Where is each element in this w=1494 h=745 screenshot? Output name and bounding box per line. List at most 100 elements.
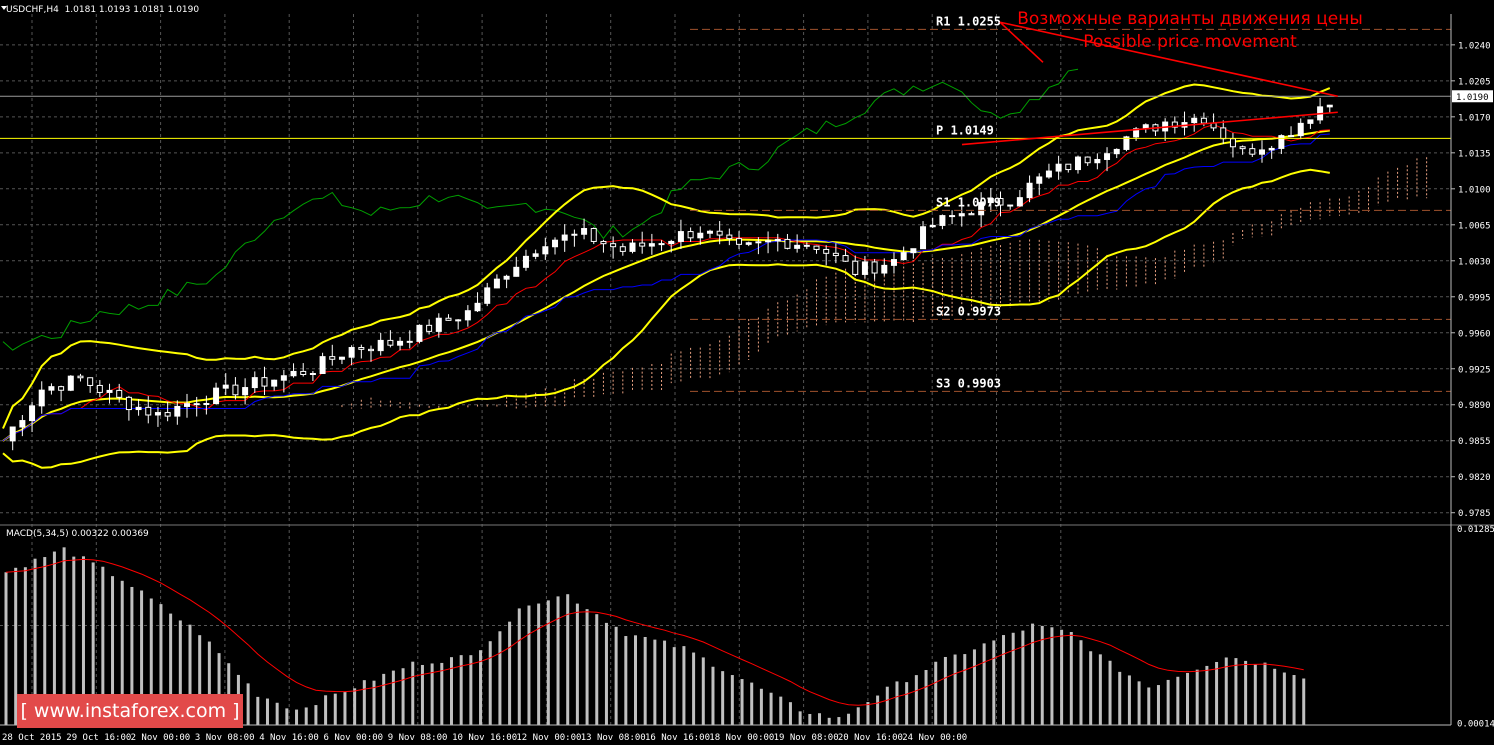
candle: [774, 233, 781, 252]
candle-body: [58, 386, 65, 391]
ichimoku-cloud: [341, 157, 1428, 410]
candle: [561, 224, 568, 252]
macd-bar: [111, 576, 115, 725]
candle-body: [348, 347, 355, 358]
macd-bar: [595, 614, 599, 725]
macd-bar: [769, 692, 773, 725]
macd-bar: [285, 708, 289, 725]
candle-body: [67, 375, 74, 391]
tenkan-sen: [2, 124, 1330, 442]
candle-body: [910, 248, 917, 254]
macd-bar: [198, 635, 202, 725]
macd-bar: [624, 636, 628, 725]
candle: [135, 399, 142, 416]
price-tick-label: 0.9925: [1458, 365, 1491, 375]
candle: [1162, 118, 1169, 142]
axes: 1.0240 1.0205 1.0170 1.0135 1.0100 1.0065 1.00…: [0, 6, 1494, 743]
candle: [1074, 155, 1081, 174]
macd-bar: [643, 636, 647, 725]
macd-bar: [256, 696, 260, 725]
candle: [706, 229, 713, 239]
arrow-down-line: [961, 111, 1338, 146]
macd-bar: [430, 663, 434, 725]
candle: [852, 255, 859, 277]
candle: [329, 344, 336, 366]
candle: [610, 236, 617, 259]
candle: [503, 274, 510, 289]
forecast-arrows: [961, 21, 1338, 146]
macd-bar: [604, 622, 608, 725]
price-tick-label: 1.0170: [1458, 113, 1491, 123]
candle: [648, 233, 655, 255]
candle-body: [561, 234, 568, 241]
candle-body: [164, 412, 171, 417]
candle-body: [377, 339, 384, 352]
macd-bar: [314, 705, 318, 725]
candle: [697, 226, 704, 245]
candle-body: [1123, 136, 1130, 150]
candle: [1220, 120, 1227, 145]
macd-bar: [1253, 664, 1257, 725]
candle: [271, 379, 278, 391]
macd-bar: [537, 603, 541, 725]
candle: [658, 240, 665, 251]
candle: [406, 330, 413, 349]
candle-body: [242, 387, 249, 396]
candle: [881, 258, 888, 276]
candle-body: [406, 340, 413, 343]
price-tick-label: 0.9960: [1458, 329, 1491, 339]
candle: [1317, 97, 1324, 124]
macd-bar: [169, 613, 173, 725]
price-tick-label: 1.0030: [1458, 257, 1491, 267]
candle-body: [474, 302, 481, 312]
candle-body: [280, 375, 287, 381]
candle: [203, 395, 210, 415]
time-tick-label: 2 Nov 00:00: [131, 733, 191, 743]
macd-bar: [372, 680, 376, 725]
candle-body: [852, 260, 859, 275]
level-label-s3: S3 0.9903: [936, 376, 1001, 390]
candle-body: [552, 239, 559, 248]
candle: [445, 314, 452, 321]
price-tick-label: 0.9820: [1458, 473, 1491, 483]
candle: [145, 396, 152, 424]
candle-body: [949, 215, 956, 218]
macd-bar: [295, 709, 299, 725]
candle: [464, 305, 471, 327]
candle-body: [135, 406, 142, 411]
candle: [784, 233, 791, 250]
macd-bar: [943, 656, 947, 725]
candle: [1171, 116, 1178, 134]
level-label-s1: S1 1.0079: [936, 195, 1001, 209]
candle: [38, 381, 45, 414]
macd-bar: [1166, 679, 1170, 725]
candle: [1258, 140, 1265, 163]
candle: [368, 345, 375, 362]
candle: [1249, 143, 1256, 157]
candle-body: [920, 226, 927, 250]
candle: [736, 231, 743, 250]
candle: [629, 239, 636, 254]
candle: [1036, 173, 1043, 195]
macd-bar: [488, 641, 492, 725]
macd-bar: [672, 647, 676, 725]
candle-body: [290, 370, 297, 377]
candle-body: [1258, 149, 1265, 155]
macd-bar: [62, 547, 66, 725]
candle-body: [736, 238, 743, 245]
dropdown-marker: [1, 6, 7, 10]
candle-body: [338, 356, 345, 360]
candle: [677, 219, 684, 249]
macd-bar: [149, 598, 153, 725]
macd-bar: [1137, 681, 1141, 725]
candle-body: [532, 253, 539, 257]
macd-bar: [1244, 660, 1248, 725]
candle-body: [1094, 158, 1101, 164]
time-tick-label: 28 Oct 2015: [2, 733, 62, 743]
candle: [222, 373, 229, 395]
candle-body: [106, 389, 113, 393]
candle: [426, 319, 433, 335]
macd-bar: [788, 702, 792, 725]
macd-bar: [1040, 625, 1044, 725]
candle-body: [803, 244, 810, 247]
